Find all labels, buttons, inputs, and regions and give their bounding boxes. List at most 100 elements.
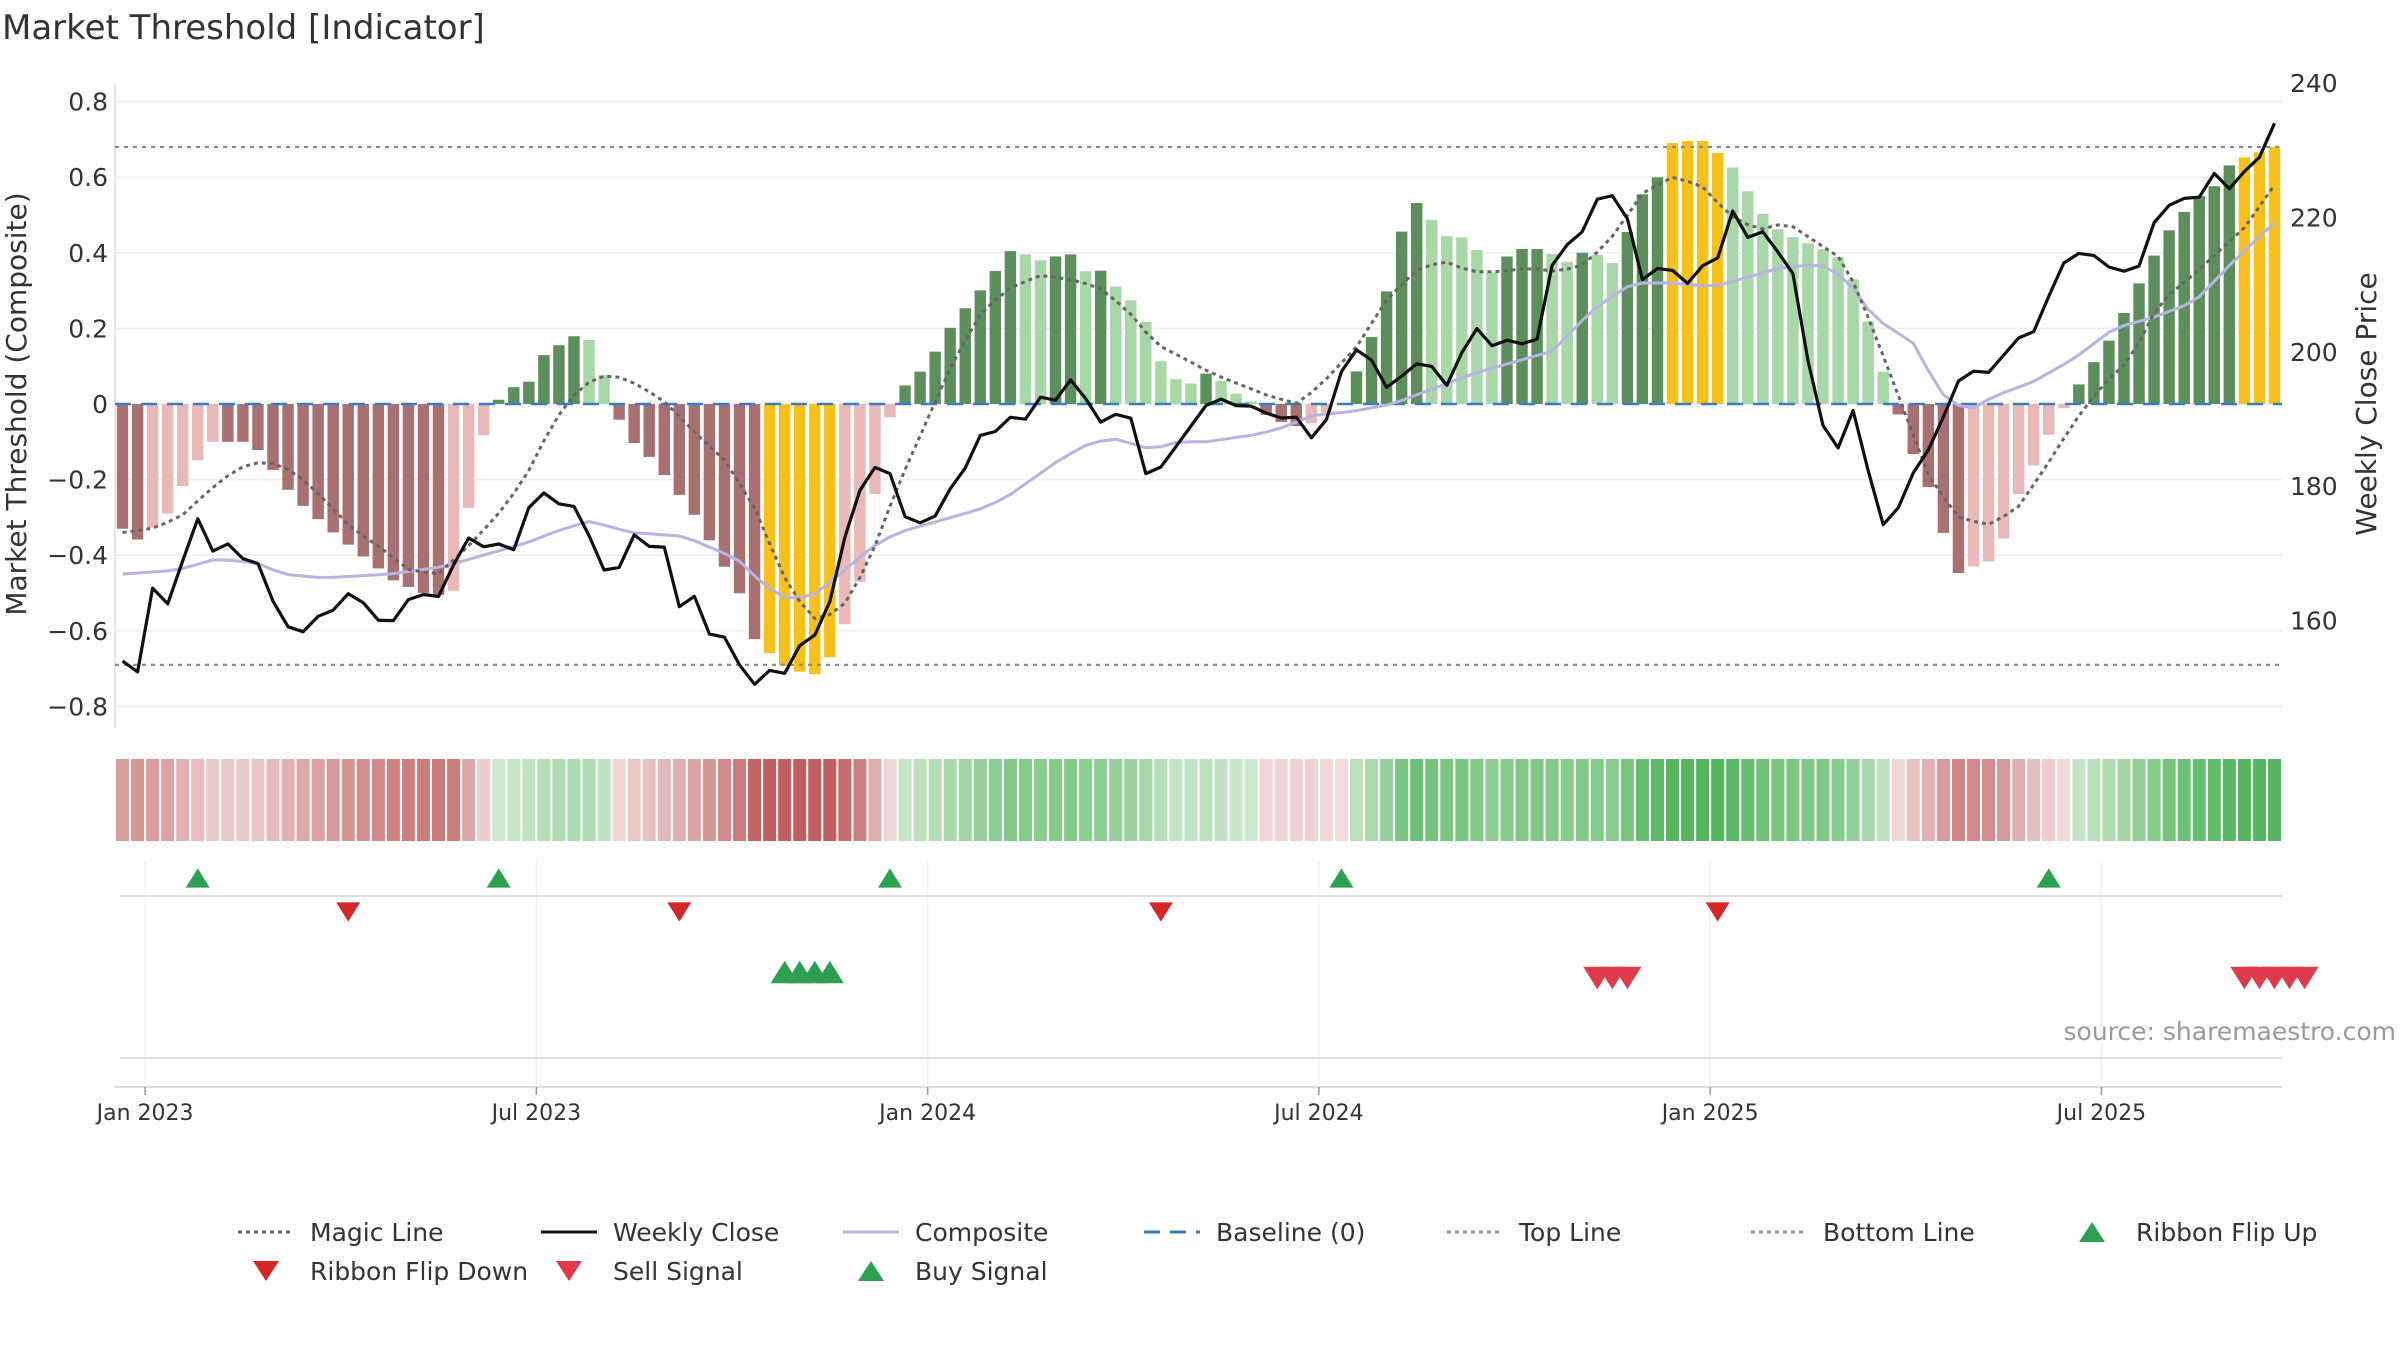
composite-bar (748, 404, 761, 640)
legend-label: Sell Signal (613, 1257, 743, 1286)
composite-bar (1666, 143, 1679, 404)
composite-bar (1516, 249, 1528, 404)
ribbon-cell (2162, 759, 2176, 841)
ribbon-cell (1726, 759, 1740, 841)
ribbon-cell (1997, 759, 2011, 841)
y-tick-label: −0.4 (47, 541, 108, 570)
ribbon-cell (627, 759, 641, 841)
composite-bar (2088, 362, 2100, 404)
composite-bar (1094, 270, 1107, 404)
composite-bar (1696, 140, 1709, 404)
ribbon-cell (1049, 759, 1063, 841)
ribbon-cell (371, 759, 385, 841)
composite-bar (989, 270, 1002, 404)
composite-bar (2118, 312, 2130, 404)
composite-bar (1426, 219, 1438, 404)
composite-bar (793, 404, 806, 672)
composite-bar (1456, 237, 1468, 404)
chart-title: Market Threshold [Indicator] (2, 8, 485, 48)
y2-tick-label: 240 (2290, 69, 2338, 98)
composite-bar (1892, 404, 1904, 415)
composite-bar (2103, 340, 2115, 404)
composite-bar (899, 385, 911, 404)
ribbon-cell (1635, 759, 1649, 841)
composite-bar (327, 404, 339, 533)
composite-bar (809, 404, 821, 675)
legend-entry: Composite (843, 1218, 1048, 1247)
composite-bar (342, 404, 354, 545)
ribbon-cell (1229, 759, 1243, 841)
composite-bar (2073, 384, 2085, 404)
composite-bar (1997, 404, 2010, 539)
y2-tick-label: 220 (2290, 203, 2338, 232)
ribbon-cell (1620, 759, 1634, 841)
ribbon-cell (1214, 759, 1228, 841)
composite-bar (297, 404, 309, 506)
source-label: source: sharemaestro.com (2064, 1017, 2397, 1046)
composite-bar (2148, 255, 2160, 404)
ribbon-cell (823, 759, 837, 841)
composite-bar (131, 404, 144, 540)
composite-bar (1501, 256, 1513, 404)
ribbon-cell (1169, 759, 1183, 841)
composite-bar (1380, 291, 1393, 404)
y-tick-label: −0.6 (47, 617, 108, 646)
ribbon-cell (1771, 759, 1785, 841)
composite-bar (2012, 404, 2025, 495)
ribbon-cell (2237, 759, 2251, 841)
ribbon-cell (853, 759, 867, 841)
ribbon-cell (1124, 759, 1138, 841)
ribbon-cell (281, 759, 295, 841)
composite-bar (146, 404, 159, 528)
legend-entry: Magic Line (238, 1218, 444, 1247)
legend-label: Buy Signal (915, 1257, 1048, 1286)
legend-label: Baseline (0) (1216, 1218, 1365, 1247)
composite-bar (387, 404, 400, 581)
composite-bar (1802, 243, 1814, 404)
ribbon-cell (1876, 759, 1890, 841)
ribbon-cell (206, 759, 220, 841)
composite-bar (357, 404, 370, 557)
ribbon-cell (793, 759, 807, 841)
ribbon-cell (1966, 759, 1981, 841)
ribbon-cell (1440, 759, 1454, 841)
composite-bar (688, 404, 701, 515)
weekly-close-line (121, 122, 2276, 686)
legend-entry: Ribbon Flip Up (2079, 1218, 2317, 1247)
composite-bar (778, 404, 791, 666)
ribbon-cell (973, 759, 987, 841)
ribbon-cell (702, 759, 716, 841)
x-tick-label: Jan 2025 (1660, 1101, 1759, 1126)
composite-bar (1140, 321, 1152, 404)
ribbon-cell (1184, 759, 1198, 841)
ribbon-cell (1936, 759, 1950, 841)
ribbon-cell (1094, 759, 1108, 841)
ribbon-cell (1334, 759, 1348, 841)
ribbon-cell (191, 759, 205, 841)
composite-bar (2238, 157, 2251, 404)
composite-bar (1576, 252, 1588, 404)
x-tick-label: Jul 2023 (490, 1101, 582, 1126)
ribbon-cell (492, 759, 506, 841)
composite-bar (1982, 404, 1995, 562)
ribbon-cell (2102, 759, 2116, 841)
ribbon-cell (1304, 759, 1318, 841)
ribbon-cell (898, 759, 912, 841)
y2-axis-label: Weekly Close Price (2350, 272, 2383, 535)
composite-bar (824, 404, 836, 658)
ribbon-cell (1395, 759, 1409, 841)
ribbon-cell (2117, 759, 2131, 841)
composite-bar (884, 404, 896, 418)
legend-entry: Bottom Line (1751, 1218, 1975, 1247)
ribbon-cell (988, 759, 1002, 841)
ribbon-cell (552, 759, 566, 841)
legend-label: Weekly Close (613, 1218, 779, 1247)
y-tick-label: 0.6 (68, 163, 108, 192)
ribbon-cell (1515, 759, 1529, 841)
ribbon-cell (2027, 759, 2041, 841)
composite-bar (1004, 251, 1017, 404)
ribbon-cell (2147, 759, 2161, 841)
ribbon-cell (672, 759, 686, 841)
legend-label: Ribbon Flip Down (310, 1257, 528, 1286)
